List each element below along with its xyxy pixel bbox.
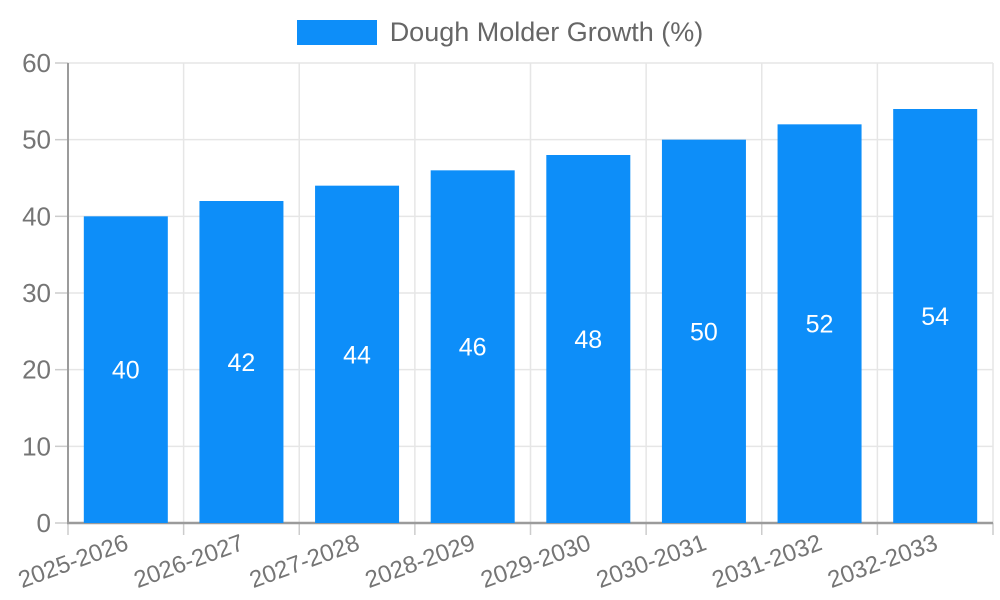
y-tick-label-50: 50 [22, 125, 51, 155]
legend-label: Dough Molder Growth (%) [389, 17, 704, 47]
y-tick-label-60: 60 [22, 48, 51, 78]
legend-swatch [296, 20, 377, 45]
bar-2030-2031 [661, 139, 746, 523]
x-tick-label-2028-2029: 2028-2029 [362, 529, 479, 594]
x-tick-label-2026-2027: 2026-2027 [130, 529, 247, 594]
bar-value-label-2027-2028: 44 [343, 341, 371, 369]
x-tick-label-2030-2031: 2030-2031 [593, 529, 710, 594]
y-tick-label-10: 10 [22, 431, 51, 461]
bar-value-label-2025-2026: 40 [112, 357, 140, 385]
x-tick-label-2027-2028: 2027-2028 [246, 529, 363, 594]
y-tick-label-40: 40 [22, 201, 51, 231]
bar-2029-2030 [546, 155, 631, 523]
bar-2026-2027 [199, 201, 284, 523]
bar-2031-2032 [777, 124, 862, 523]
bar-value-label-2029-2030: 48 [574, 326, 602, 354]
bar-2027-2028 [315, 185, 400, 523]
bar-2032-2033 [893, 109, 978, 523]
x-tick-label-2025-2026: 2025-2026 [15, 529, 132, 594]
chart-legend: Dough Molder Growth (%) [0, 17, 1000, 48]
bar-value-label-2026-2027: 42 [228, 349, 256, 377]
x-tick-label-2031-2032: 2031-2032 [709, 529, 826, 594]
bar-value-label-2032-2033: 54 [921, 303, 949, 331]
x-tick-label-2032-2033: 2032-2033 [824, 529, 941, 594]
bar-value-label-2031-2032: 52 [806, 311, 834, 339]
bar-value-label-2028-2029: 46 [459, 334, 487, 362]
y-tick-label-30: 30 [22, 278, 51, 308]
bar-2025-2026 [83, 216, 168, 524]
bar-value-label-2030-2031: 50 [690, 318, 718, 346]
y-tick-label-20: 20 [22, 355, 51, 385]
bar-2028-2029 [430, 170, 515, 524]
legend-item-dough-molder-growth[interactable]: Dough Molder Growth (%) [296, 17, 704, 48]
x-tick-label-2029-2030: 2029-2030 [477, 529, 594, 594]
y-tick-label-0: 0 [37, 508, 51, 538]
